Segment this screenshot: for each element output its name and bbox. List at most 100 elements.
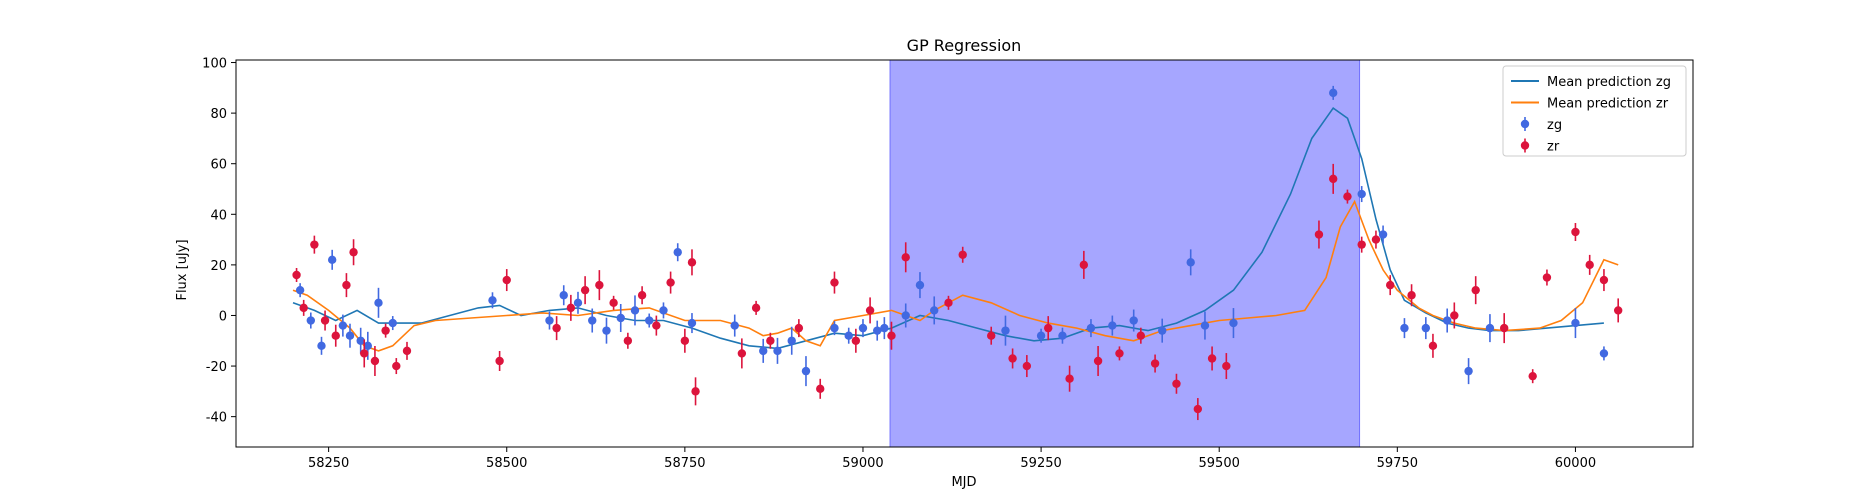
zr-point-57 [1386, 275, 1395, 296]
y-tick-label-7: 100 [202, 57, 227, 72]
zg-point-0 [295, 283, 305, 298]
zr-point-0 [292, 268, 301, 282]
zg-point-37 [1058, 327, 1067, 344]
zr-point-58 [1407, 284, 1416, 307]
zg-point-36 [1036, 328, 1046, 343]
zr-point-29 [794, 319, 804, 338]
zr-point-56 [1371, 230, 1381, 249]
zr-point-20 [637, 286, 647, 305]
plot-area [235, 59, 1694, 448]
zg-point-47 [1378, 225, 1388, 244]
zr-point-52 [1314, 220, 1324, 249]
zg-point-44 [1229, 308, 1238, 339]
x-tick-label-7: 60000 [1555, 456, 1596, 471]
zr-point-25 [691, 377, 700, 406]
zr-point-23 [680, 328, 690, 353]
zr-point-28 [766, 332, 775, 349]
zr-point-50 [1207, 346, 1217, 371]
zr-point-66 [1585, 254, 1594, 275]
zr-point-18 [609, 295, 618, 310]
zr-point-21 [652, 315, 661, 336]
zr-point-15 [566, 294, 576, 321]
axes-frame [235, 59, 1694, 448]
zg-point-18 [645, 313, 654, 328]
zg-point-46 [1357, 186, 1366, 203]
zr-point-37 [958, 246, 967, 263]
legend-entry-3: zr [1520, 138, 1560, 155]
zg-point-24 [773, 337, 782, 364]
zg-point-15 [602, 317, 611, 344]
x-tick-label-5: 59500 [1199, 456, 1240, 471]
zg-point-20 [673, 243, 682, 262]
zg-point-48 [1400, 318, 1409, 339]
zg-point-53 [1571, 308, 1580, 339]
zg-point-34 [930, 296, 939, 325]
zg-point-29 [858, 319, 868, 338]
zr-point-42 [1065, 365, 1074, 392]
zg-point-16 [616, 304, 625, 332]
zg-point-28 [844, 327, 853, 344]
zg-point-21 [687, 313, 697, 334]
zg-point-8 [374, 287, 383, 318]
zr-point-65 [1571, 223, 1580, 241]
zg-point-17 [630, 295, 640, 326]
y-tick-label-4: 40 [210, 208, 227, 223]
zr-point-55 [1357, 236, 1366, 253]
chart-title: GP Regression [907, 36, 1022, 55]
zg-point-39 [1108, 315, 1117, 336]
y-tick-label-5: 60 [210, 158, 227, 173]
zr-point-61 [1471, 276, 1480, 305]
x-tick-label-1: 58500 [486, 456, 527, 471]
zr-point-59 [1428, 333, 1438, 358]
zr-point-38 [987, 326, 996, 345]
zr-point-22 [666, 271, 675, 294]
zg-point-42 [1186, 249, 1195, 276]
zr-point-13 [502, 269, 511, 292]
legend-box [1502, 65, 1687, 157]
zr-point-35 [901, 242, 910, 273]
zr-point-11 [402, 341, 412, 360]
y-tick-label-1: -20 [206, 360, 227, 375]
zr-point-17 [595, 270, 604, 301]
zr-point-36 [944, 295, 953, 310]
zr-point-27 [751, 300, 761, 315]
zr-point-47 [1150, 354, 1160, 373]
zg-point-32 [901, 303, 910, 328]
zg-point-1 [306, 312, 316, 329]
zr-point-53 [1329, 163, 1338, 194]
zr-point-48 [1172, 373, 1181, 394]
zr-point-54 [1343, 189, 1352, 204]
zr-point-9 [381, 323, 390, 338]
shaded-region [889, 59, 1361, 448]
y-tick-label-3: 20 [210, 259, 227, 274]
zr-point-2 [310, 235, 319, 254]
y-axis: -40 -20 0 20 40 60 80 100 [202, 57, 236, 426]
zg-point-6 [356, 327, 365, 354]
zg-point-11 [545, 311, 554, 330]
zg-point-52 [1485, 314, 1495, 343]
zg-point-41 [1158, 318, 1167, 343]
y-tick-label-0: -40 [206, 411, 227, 426]
legend-entry-1: Mean prediction zr [1511, 97, 1669, 112]
zg-point-50 [1442, 308, 1452, 333]
zr-point-34 [887, 321, 896, 350]
zg-point-30 [873, 320, 882, 341]
y-tick-label-2: 0 [219, 309, 227, 324]
zg-point-5 [345, 323, 355, 348]
zr-point-14 [552, 316, 561, 341]
zr-point-31 [830, 271, 839, 294]
zg-point-26 [801, 356, 811, 387]
zr-point-67 [1599, 269, 1609, 292]
zg-point-19 [659, 302, 668, 319]
zr-point-1 [299, 299, 308, 316]
svg-text:zg: zg [1547, 118, 1562, 133]
zg-point-43 [1200, 311, 1210, 340]
x-tick-label-6: 59750 [1377, 456, 1418, 471]
svg-text:Mean prediction zg: Mean prediction zg [1547, 75, 1671, 90]
zg-point-9 [388, 316, 397, 331]
zr-point-44 [1093, 346, 1103, 376]
x-axis-title: MJD [951, 475, 976, 490]
legend-entry-2: zg [1520, 117, 1562, 133]
zr-point-6 [349, 239, 358, 266]
